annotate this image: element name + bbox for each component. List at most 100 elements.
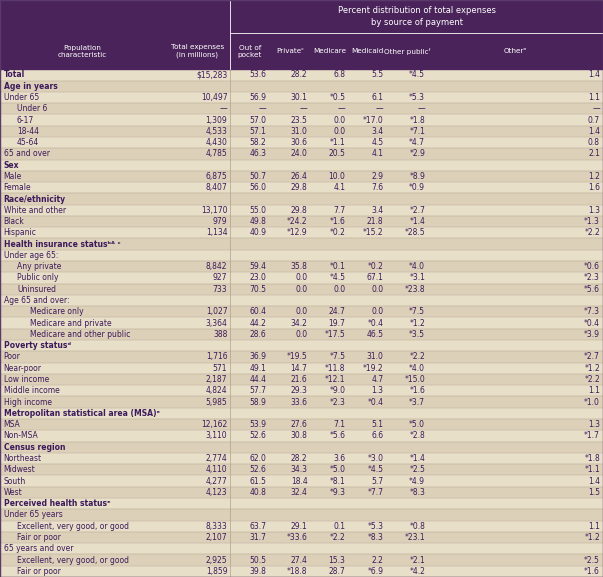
Text: Perceived health statusᵉ: Perceived health statusᵉ [4,499,110,508]
Text: Non-MSA: Non-MSA [4,432,39,440]
Text: *4.5: *4.5 [409,70,425,80]
Bar [0,475,603,487]
Text: 14.7: 14.7 [291,364,308,373]
Text: Medicare and other public: Medicare and other public [30,330,130,339]
Text: 2.2: 2.2 [371,556,384,564]
Bar [0,554,603,565]
Text: 29.8: 29.8 [291,206,308,215]
Text: *3.1: *3.1 [409,273,425,283]
Text: 1.4: 1.4 [588,477,600,486]
Bar [0,272,603,284]
Text: Low income: Low income [4,375,49,384]
Text: 13,170: 13,170 [201,206,227,215]
Text: 6,875: 6,875 [206,172,227,181]
Text: 8,407: 8,407 [206,183,227,192]
Text: —: — [338,104,346,113]
Text: *2.9: *2.9 [409,149,425,158]
Text: *0.6: *0.6 [584,262,600,271]
Text: 0.7: 0.7 [588,115,600,125]
Text: 31.0: 31.0 [367,353,384,361]
Text: *1.6: *1.6 [330,217,346,226]
Text: *0.5: *0.5 [329,93,346,102]
Text: 1.1: 1.1 [588,522,600,531]
Bar [0,261,603,272]
Text: —: — [259,104,267,113]
Text: *5.3: *5.3 [367,522,384,531]
Text: 1.5: 1.5 [588,488,600,497]
Text: 2,107: 2,107 [206,533,227,542]
Text: White and other: White and other [4,206,66,215]
Text: 0.0: 0.0 [371,285,384,294]
Bar [0,441,603,453]
Text: *5.3: *5.3 [409,93,425,102]
Text: Medicare only: Medicare only [30,308,84,316]
Text: 21.8: 21.8 [367,217,384,226]
Bar [0,193,603,205]
Text: 28.2: 28.2 [291,70,308,80]
Text: Census region: Census region [4,443,65,452]
Text: Poor: Poor [4,353,21,361]
Text: *2.2: *2.2 [584,375,600,384]
Text: Fair or poor: Fair or poor [17,567,61,576]
Text: *1.0: *1.0 [584,398,600,407]
Text: *8.3: *8.3 [368,533,384,542]
Text: 2.9: 2.9 [371,172,384,181]
Text: *1.7: *1.7 [584,432,600,440]
Text: *17.0: *17.0 [363,115,384,125]
Text: 0.8: 0.8 [588,138,600,147]
Bar [0,464,603,475]
Text: 0.0: 0.0 [333,127,346,136]
Text: *2.2: *2.2 [330,533,346,542]
Bar [0,520,603,532]
Text: 50.5: 50.5 [250,556,267,564]
Text: *11.8: *11.8 [325,364,346,373]
Bar [0,284,603,295]
Text: *2.3: *2.3 [584,273,600,283]
Bar [0,565,603,577]
Text: *18.8: *18.8 [287,567,308,576]
Text: *5.6: *5.6 [584,285,600,294]
Text: 10,497: 10,497 [201,93,227,102]
Bar [0,374,603,385]
Text: 40.9: 40.9 [250,228,267,237]
Text: 0.0: 0.0 [295,308,308,316]
Text: South: South [4,477,26,486]
Text: Fair or poor: Fair or poor [17,533,61,542]
Text: Medicaid: Medicaid [352,48,384,54]
Text: *0.4: *0.4 [584,319,600,328]
Text: 0.0: 0.0 [295,273,308,283]
Text: *4.9: *4.9 [409,477,425,486]
Text: *24.2: *24.2 [287,217,308,226]
Text: 4,533: 4,533 [206,127,227,136]
Bar [0,148,603,159]
Text: *2.2: *2.2 [584,228,600,237]
Text: *1.1: *1.1 [584,465,600,474]
Text: 34.2: 34.2 [291,319,308,328]
Text: Midwest: Midwest [4,465,36,474]
Text: 40.8: 40.8 [250,488,267,497]
Text: 2,187: 2,187 [206,375,227,384]
Text: 52.6: 52.6 [250,432,267,440]
Text: 19.7: 19.7 [329,319,346,328]
Bar [0,430,603,441]
Text: $15,283: $15,283 [196,70,227,80]
Text: *1.8: *1.8 [409,115,425,125]
Bar [0,114,603,126]
Bar [0,340,603,351]
Bar [0,69,603,81]
Text: Under age 65:: Under age 65: [4,251,58,260]
Text: 2,774: 2,774 [206,454,227,463]
Text: *7.3: *7.3 [584,308,600,316]
Text: 18.4: 18.4 [291,477,308,486]
Text: 0.0: 0.0 [295,330,308,339]
Text: Total: Total [4,70,25,80]
Text: 10.0: 10.0 [329,172,346,181]
Text: *4.7: *4.7 [409,138,425,147]
Text: 24.0: 24.0 [291,149,308,158]
Text: *28.5: *28.5 [405,228,425,237]
Text: *19.2: *19.2 [363,364,384,373]
Bar [0,498,603,509]
Text: 49.1: 49.1 [250,364,267,373]
Text: 26.4: 26.4 [291,172,308,181]
Text: 28.7: 28.7 [329,567,346,576]
